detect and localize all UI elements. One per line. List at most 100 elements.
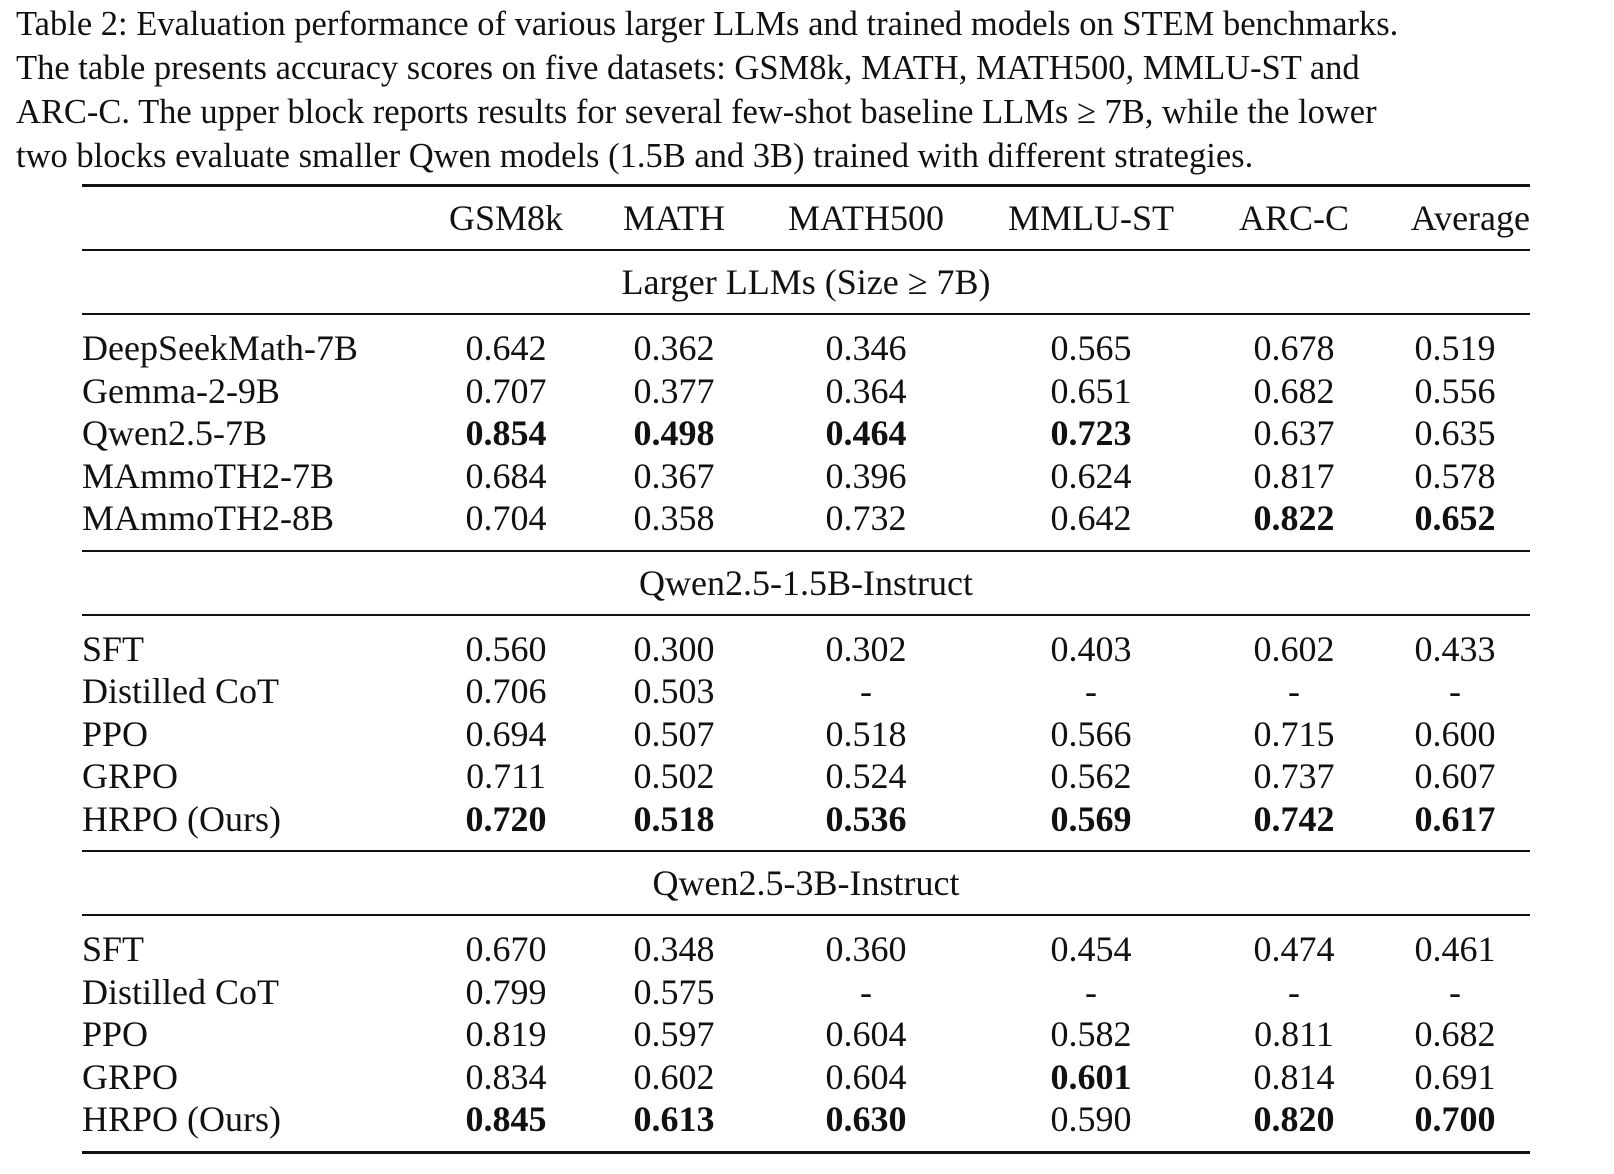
model-name-cell: MAmmoTH2-8B	[82, 498, 334, 539]
score-cell: 0.403	[1050, 628, 1132, 669]
score-cell: 0.682	[1253, 370, 1335, 411]
score-cell: 0.630	[825, 1099, 907, 1140]
score-cell: 0.814	[1253, 1056, 1335, 1097]
score-cell: 0.678	[1253, 328, 1335, 369]
section-header-row: Qwen2.5-1.5B-Instruct	[82, 549, 1530, 616]
score-cell: 0.367	[633, 455, 715, 496]
table-row: SFT 0.560 0.300 0.302 0.403 0.602 0.433	[82, 615, 1530, 671]
score-cell: 0.684	[465, 455, 547, 496]
model-name-cell: PPO	[82, 1014, 149, 1055]
table-row: PPO 0.819 0.597 0.604 0.582 0.811 0.682	[82, 1013, 1530, 1056]
score-cell: 0.590	[1050, 1099, 1132, 1140]
score-cell: 0.604	[825, 1014, 907, 1055]
score-cell: -	[1085, 971, 1097, 1012]
table-row: HRPO (Ours) 0.845 0.613 0.630 0.590 0.820 0.70…	[82, 1098, 1530, 1151]
score-cell: 0.346	[825, 328, 907, 369]
score-cell: 0.300	[633, 628, 715, 669]
section-title: Larger LLMs (Size ≥ 7B)	[82, 250, 1530, 315]
score-cell: 0.704	[465, 498, 547, 539]
table-caption: Table 2: Evaluation performance of vario…	[16, 2, 1606, 178]
score-cell: 0.817	[1253, 455, 1335, 496]
score-cell: 0.562	[1050, 756, 1132, 797]
bottom-rule	[82, 1149, 1530, 1154]
score-cell: 0.602	[633, 1056, 715, 1097]
caption-line: The table presents accuracy scores on fi…	[16, 49, 1360, 87]
score-cell: 0.461	[1414, 929, 1496, 970]
header-row: GSM8k MATH MATH500 MMLU-ST ARC-C Average	[82, 184, 1530, 251]
score-cell: 0.642	[1050, 498, 1132, 539]
model-name-cell: MAmmoTH2-7B	[82, 455, 334, 496]
score-cell: 0.433	[1414, 628, 1496, 669]
table-row: DeepSeekMath-7B 0.642 0.362 0.346 0.565 0.678…	[82, 314, 1530, 370]
header-average: Average	[1380, 184, 1530, 251]
score-cell: 0.362	[633, 328, 715, 369]
score-cell: 0.360	[825, 929, 907, 970]
score-cell: 0.637	[1253, 413, 1335, 454]
model-name-cell: DeepSeekMath-7B	[82, 328, 358, 369]
score-cell: 0.652	[1414, 498, 1496, 539]
model-name-cell: SFT	[82, 628, 145, 669]
section-title: Qwen2.5-3B-Instruct	[82, 850, 1530, 916]
caption-line: ARC-C. The upper block reports results f…	[16, 93, 1377, 131]
score-cell: 0.834	[465, 1056, 547, 1097]
score-cell: 0.691	[1414, 1056, 1496, 1097]
table-row: MAmmoTH2-8B 0.704 0.358 0.732 0.642 0.822 0.65…	[82, 497, 1530, 551]
score-cell: 0.799	[465, 971, 547, 1012]
score-cell: 0.811	[1254, 1014, 1334, 1055]
header-gsm8k: GSM8k	[422, 184, 590, 251]
score-cell: 0.565	[1050, 328, 1132, 369]
score-cell: 0.502	[633, 756, 715, 797]
score-cell: 0.711	[466, 756, 546, 797]
score-cell: 0.635	[1414, 413, 1496, 454]
score-cell: -	[1288, 971, 1300, 1012]
section-header-row: Larger LLMs (Size ≥ 7B)	[82, 250, 1530, 315]
score-cell: 0.503	[633, 671, 715, 712]
model-name-cell: HRPO (Ours)	[82, 798, 282, 839]
score-cell: 0.694	[465, 713, 547, 754]
score-cell: 0.607	[1414, 756, 1496, 797]
score-cell: 0.396	[825, 455, 907, 496]
section-header-row: Qwen2.5-3B-Instruct	[82, 850, 1530, 916]
score-cell: 0.597	[633, 1014, 715, 1055]
table-row: GRPO 0.834 0.602 0.604 0.601 0.814 0.691	[82, 1056, 1530, 1099]
score-cell: -	[860, 671, 872, 712]
score-cell: 0.624	[1050, 455, 1132, 496]
score-cell: -	[860, 971, 872, 1012]
score-cell: 0.575	[633, 971, 715, 1012]
score-cell: 0.348	[633, 929, 715, 970]
score-cell: 0.732	[825, 498, 907, 539]
model-name-cell: Qwen2.5-7B	[82, 413, 267, 454]
header-mmlu-st: MMLU-ST	[974, 184, 1208, 251]
score-cell: 0.569	[1050, 798, 1132, 839]
score-cell: 0.507	[633, 713, 715, 754]
score-cell: -	[1288, 671, 1300, 712]
header-arc-c: ARC-C	[1208, 184, 1380, 251]
header-model-cell	[82, 184, 422, 251]
header-math500: MATH500	[758, 184, 974, 251]
score-cell: 0.519	[1414, 328, 1496, 369]
score-cell: 0.682	[1414, 1014, 1496, 1055]
score-cell: 0.742	[1253, 798, 1335, 839]
model-name-cell: Gemma-2-9B	[82, 370, 280, 411]
model-name-cell: GRPO	[82, 1056, 179, 1097]
table-row: Qwen2.5-7B 0.854 0.498 0.464 0.723 0.637 0.635	[82, 412, 1530, 455]
score-cell: 0.560	[465, 628, 547, 669]
score-cell: 0.715	[1253, 713, 1335, 754]
caption-line: two blocks evaluate smaller Qwen models …	[16, 137, 1254, 175]
score-cell: 0.582	[1050, 1014, 1132, 1055]
score-cell: 0.377	[633, 370, 715, 411]
model-name-cell: Distilled CoT	[82, 971, 279, 1012]
score-cell: 0.600	[1414, 713, 1496, 754]
score-cell: 0.566	[1050, 713, 1132, 754]
score-cell: 0.524	[825, 756, 907, 797]
score-cell: 0.854	[465, 413, 547, 454]
score-cell: -	[1449, 671, 1461, 712]
section-title: Qwen2.5-1.5B-Instruct	[82, 549, 1530, 616]
score-cell: 0.556	[1414, 370, 1496, 411]
model-name-cell: HRPO (Ours)	[82, 1099, 282, 1140]
score-cell: 0.820	[1253, 1099, 1335, 1140]
table-row: GRPO 0.711 0.502 0.524 0.562 0.737 0.607	[82, 755, 1530, 798]
table-row: PPO 0.694 0.507 0.518 0.566 0.715 0.600	[82, 713, 1530, 756]
table-row: Distilled CoT 0.706 0.503 - - - -	[82, 670, 1530, 713]
score-cell: 0.642	[465, 328, 547, 369]
